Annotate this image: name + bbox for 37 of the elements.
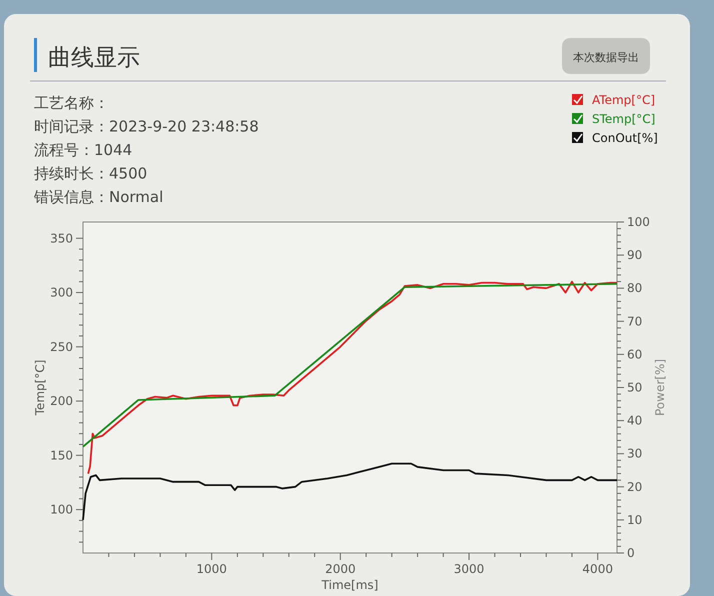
- line-series: [82, 462, 618, 521]
- y2-tick-label: 30: [627, 446, 642, 461]
- y2-tick-label: 10: [627, 512, 642, 527]
- text: 工艺名称：: [34, 94, 109, 112]
- y-tick-label: 250: [50, 340, 73, 354]
- y-tick-label: 200: [50, 394, 73, 408]
- y2-tick-label: 100: [627, 215, 650, 229]
- x-tick-label: 2000: [325, 562, 356, 576]
- y2-tick-label: 0: [627, 546, 635, 560]
- legend-label: ConOut[%]: [592, 131, 658, 145]
- text: 时间记录：2023-9-20 23:48:58: [34, 118, 259, 136]
- y-tick-label: 350: [50, 231, 73, 246]
- y2-tick-label: 70: [627, 314, 642, 328]
- y2-tick-label: 60: [627, 347, 642, 362]
- y2-tick-label: 90: [627, 248, 642, 262]
- legend-label: ATemp[°C]: [592, 93, 655, 107]
- y2-tick-label: 50: [627, 380, 642, 394]
- y-tick-label: 150: [50, 448, 73, 462]
- text: 错误信息：Normal: [33, 188, 164, 206]
- y2-tick-label: 80: [627, 281, 642, 296]
- x-tick-label: 4000: [582, 562, 613, 576]
- text: 本次数据导出: [573, 51, 639, 64]
- line-series: [82, 282, 618, 448]
- y-tick-label: 300: [50, 286, 73, 300]
- text: 持续时长：4500: [34, 164, 148, 182]
- y-axis-title: Temp[°C]: [33, 360, 47, 416]
- y2-tick-label: 20: [627, 480, 642, 494]
- text: 流程号：1044: [34, 141, 132, 159]
- line-series: [87, 280, 618, 475]
- y2-tick-label: 40: [627, 414, 642, 428]
- x-axis-title: Time[ms]: [320, 578, 378, 592]
- x-tick-label: 3000: [454, 562, 484, 576]
- chart-title: 曲线显示: [48, 45, 140, 71]
- y2-axis-title: Power[%]: [653, 358, 667, 416]
- y-tick-label: 100: [50, 502, 73, 517]
- legend-label: STemp[°C]: [592, 112, 656, 126]
- x-tick-label: 1000: [196, 562, 227, 576]
